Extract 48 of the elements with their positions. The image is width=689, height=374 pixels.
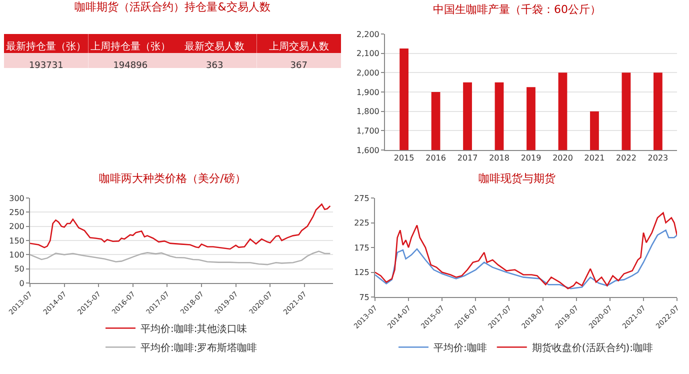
y-tick-label: 2,200 (356, 30, 380, 39)
x-tick-label: 2020 (552, 154, 573, 163)
category-label: 最新持仓量（张） (6, 40, 86, 52)
y-tick-label: 125 (354, 268, 370, 278)
category-label: 上周持仓量（张） (90, 40, 170, 52)
x-tick-label: 2023 (648, 154, 668, 163)
text: 咖啡期货（活跃合约）持仓量&交易人数 (74, 0, 270, 14)
y-tick-label: 1,800 (356, 107, 380, 116)
y-tick-label: 2,000 (356, 68, 380, 78)
y-tick-label: 75 (359, 292, 370, 302)
y-tick-label: 225 (354, 218, 370, 228)
data-label: 194896 (113, 60, 148, 71)
line-series (375, 230, 677, 290)
y-tick-label: 0 (19, 278, 24, 288)
y-tick-label: 200 (9, 222, 24, 232)
data-label: 363 (206, 60, 224, 71)
y-tick-label: 300 (9, 194, 24, 203)
y-tick-label: 100 (9, 250, 24, 260)
x-tick-label: 2018 (489, 154, 510, 163)
legend-label: 期货收盘价(活跃合约):咖啡 (532, 342, 654, 354)
y-tick-label: 250 (9, 208, 24, 217)
y-tick-label: 275 (354, 194, 370, 203)
data-label: 367 (290, 60, 308, 71)
x-tick-label: 2015 (394, 154, 414, 163)
chart-title: 中国生咖啡产量（千袋：60公斤） (433, 2, 601, 16)
legend-label: 平均价:咖啡:罗布斯塔咖啡 (140, 342, 258, 354)
line-series (30, 204, 331, 250)
y-tick-label: 2,100 (356, 49, 380, 58)
y-tick-label: 50 (14, 264, 24, 274)
y-tick-label: 150 (9, 236, 24, 246)
y-tick-label: 1,600 (356, 146, 380, 155)
legend-label: 平均价:咖啡 (434, 342, 487, 354)
x-tick-label: 2019 (520, 154, 542, 163)
category-label: 上周交易人数 (268, 40, 329, 52)
y-tick-label: 175 (354, 243, 370, 252)
line-series (375, 212, 677, 290)
chart-title: 咖啡两大种类价格（美分/磅） (99, 172, 246, 185)
y-tick-label: 1,900 (356, 88, 380, 97)
chart-title: 咖啡现货与期货 (478, 172, 556, 185)
category-label: 最新交易人数 (184, 40, 245, 52)
x-tick-label: 2016 (426, 154, 446, 163)
y-tick-label: 1,700 (356, 126, 380, 136)
x-tick-label: 2021 (584, 154, 605, 163)
x-tick-label: 2022 (616, 154, 636, 163)
x-tick-label: 2017 (457, 154, 478, 163)
legend-label: 平均价:咖啡:其他淡口味 (140, 323, 248, 335)
line-series (30, 250, 331, 266)
data-label: 193731 (28, 60, 64, 71)
